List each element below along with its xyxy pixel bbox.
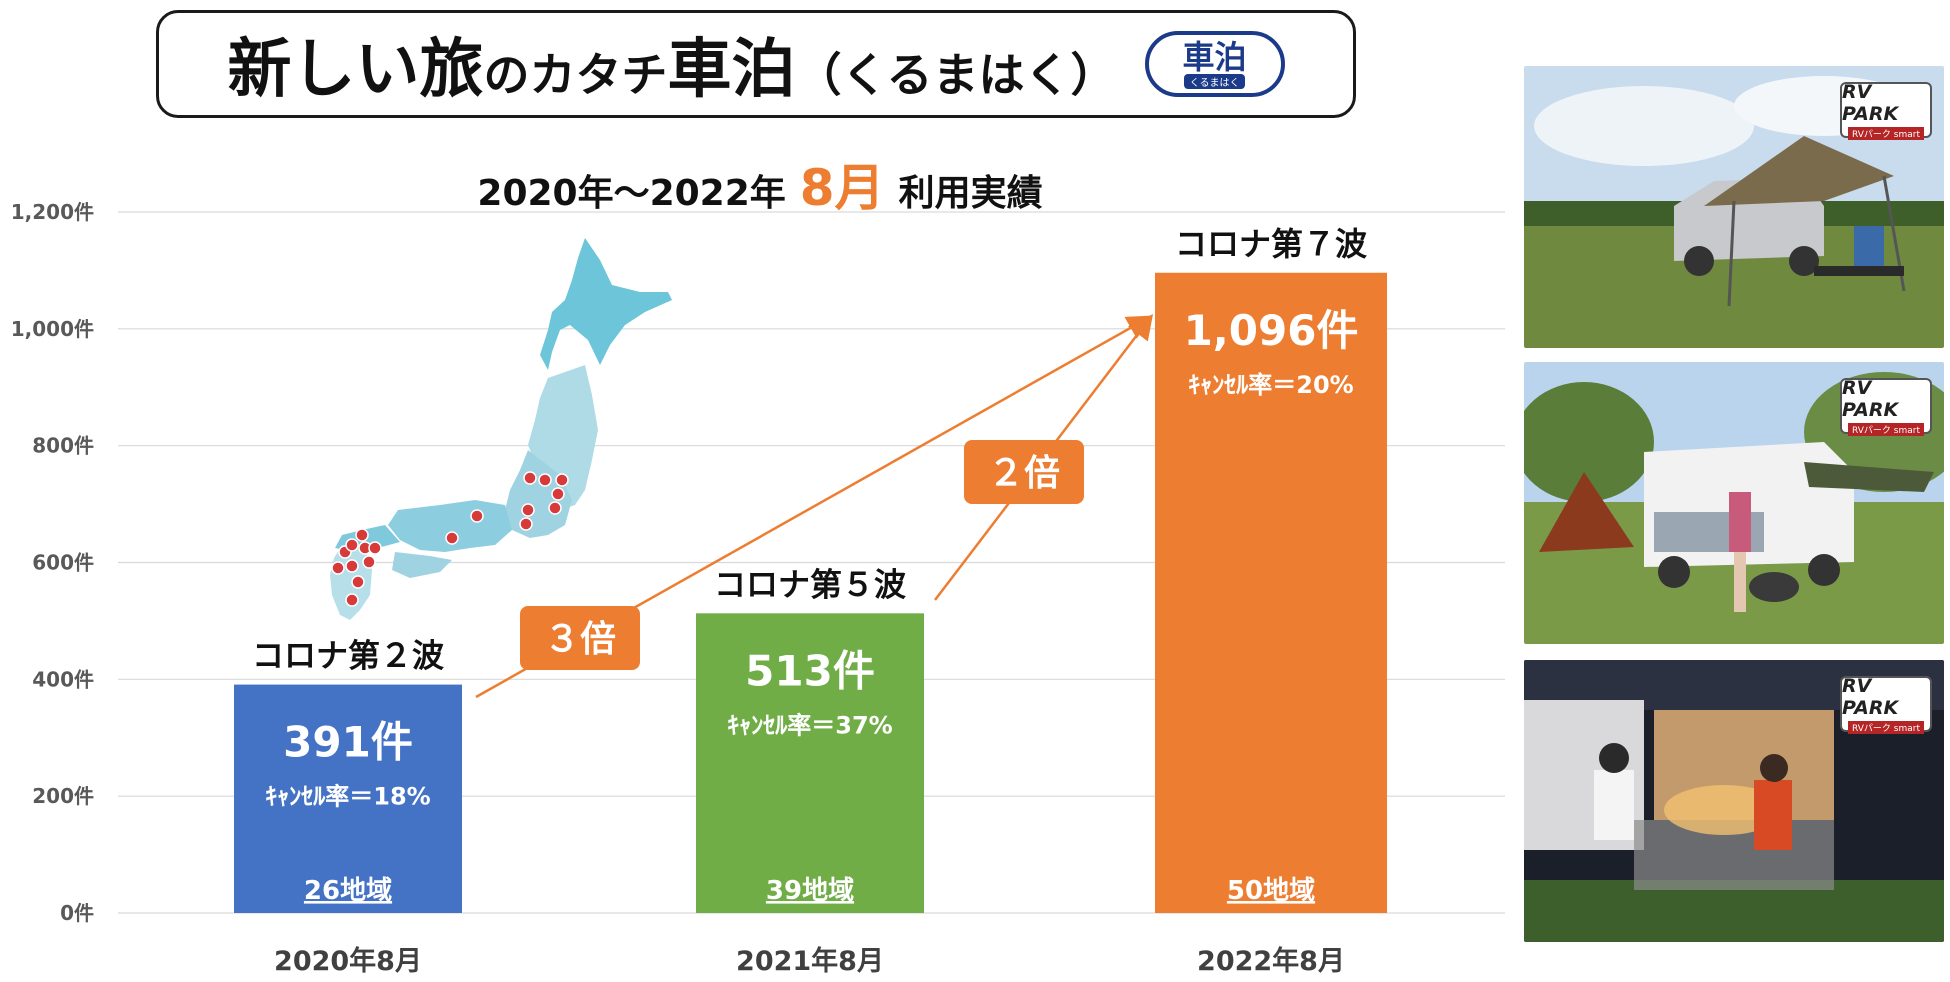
x-tick-label: 2021年8月 bbox=[736, 945, 884, 977]
location-pin bbox=[523, 471, 537, 485]
subtitle-left: 2020年～2022年 bbox=[477, 173, 786, 214]
y-tick-label: 800件 bbox=[32, 434, 94, 458]
multiplier-badge bbox=[964, 440, 1084, 504]
page-title: 新しい旅のカタチ車泊（くるまはく） bbox=[227, 18, 1116, 110]
shikoku-shape bbox=[392, 552, 452, 578]
cancel-rate-label: ｷｬﾝｾﾙ率＝37% bbox=[727, 711, 892, 739]
x-tick-label: 2022年8月 bbox=[1197, 945, 1345, 977]
multiplier-badge bbox=[520, 606, 640, 670]
title-part-4: （くるまはく） bbox=[795, 48, 1117, 102]
bars bbox=[234, 272, 1387, 914]
location-pin bbox=[355, 528, 369, 542]
chart-subtitle: 2020年～2022年 8月 利用実績 bbox=[0, 148, 1520, 220]
location-pin bbox=[362, 555, 376, 569]
rv-park-logo: RV PARK RVパーク smart bbox=[1840, 376, 1932, 436]
location-pin bbox=[521, 503, 535, 517]
region-count-label: 39地域 bbox=[766, 876, 854, 906]
photo-night-dinner-illustration bbox=[1524, 660, 1944, 942]
bar bbox=[234, 684, 462, 913]
cancel-rate-label: ｷｬﾝｾﾙ率＝18% bbox=[265, 783, 430, 811]
growth-arrows: ３倍 ２倍 bbox=[475, 314, 1154, 699]
location-pin bbox=[331, 561, 345, 575]
japan-map-illustration bbox=[330, 238, 672, 620]
multiplier-label: ２倍 bbox=[988, 453, 1060, 494]
region-count-label: 50地域 bbox=[1227, 876, 1315, 906]
location-pins bbox=[331, 471, 569, 607]
rv-logo-sub: RVパーク smart bbox=[1848, 720, 1924, 734]
y-tick-label: 600件 bbox=[32, 551, 94, 575]
title-box: 新しい旅のカタチ車泊（くるまはく） 車泊 くるまはく bbox=[156, 10, 1356, 118]
photo-car-tent: RV PARK RVパーク smart bbox=[1524, 66, 1944, 348]
photo-camper-van: RV PARK RVパーク smart bbox=[1524, 362, 1944, 644]
x-tick-label: 2020年8月 bbox=[274, 945, 422, 977]
y-axis-ticks: 0件 200件 400件 600件 800件 1,000件 1,200件 bbox=[11, 200, 94, 925]
multiplier-label: ３倍 bbox=[544, 619, 616, 660]
bar-value-label: 513件 bbox=[745, 646, 875, 695]
bar-labels: 391件 ｷｬﾝｾﾙ率＝18% 26地域 コロナ第２波 2020年8月 513件 ｷｬﾝｾﾙ… bbox=[252, 225, 1367, 977]
location-pin bbox=[555, 473, 569, 487]
rv-logo-main: RV PARK bbox=[1842, 80, 1899, 125]
bar bbox=[696, 613, 924, 913]
logo-text: 車泊 bbox=[1182, 37, 1247, 76]
rv-park-logo: RV PARK RVパーク smart bbox=[1840, 674, 1932, 734]
wave-label: コロナ第７波 bbox=[1175, 225, 1367, 263]
y-tick-label: 1,000件 bbox=[11, 317, 94, 341]
title-part-2: のカタチ bbox=[483, 48, 668, 102]
photo-night-dinner: RV PARK RVパーク smart bbox=[1524, 660, 1944, 942]
subtitle-accent: 8月 bbox=[799, 159, 885, 217]
photo-camper-van-illustration bbox=[1524, 362, 1944, 644]
kanto-shape bbox=[505, 450, 572, 538]
cancel-rate-label: ｷｬﾝｾﾙ率＝20% bbox=[1188, 371, 1353, 399]
region-count-label: 26地域 bbox=[304, 876, 392, 906]
rv-park-logo: RV PARK RVパーク smart bbox=[1840, 80, 1932, 140]
y-tick-label: 200件 bbox=[32, 784, 94, 808]
y-tick-label: 0件 bbox=[60, 901, 94, 925]
location-pin bbox=[519, 517, 533, 531]
location-pin bbox=[351, 575, 365, 589]
y-tick-label: 400件 bbox=[32, 667, 94, 691]
logo-sub: くるまはく bbox=[1183, 73, 1246, 89]
rv-logo-main: RV PARK bbox=[1842, 674, 1899, 719]
title-part-3: 車泊 bbox=[667, 33, 796, 107]
location-pin bbox=[345, 593, 359, 607]
title-part-1: 新しい旅 bbox=[227, 33, 484, 107]
location-pin bbox=[538, 473, 552, 487]
location-pin bbox=[345, 559, 359, 573]
rv-logo-sub: RVパーク smart bbox=[1848, 126, 1924, 140]
location-pin bbox=[345, 538, 359, 552]
bar-value-label: 1,096件 bbox=[1184, 306, 1359, 355]
rv-logo-main: RV PARK bbox=[1842, 376, 1899, 421]
wave-label: コロナ第２波 bbox=[252, 637, 444, 675]
bar bbox=[1155, 272, 1387, 914]
location-pin bbox=[368, 541, 382, 555]
bar-value-label: 391件 bbox=[283, 718, 413, 767]
location-pin bbox=[470, 509, 484, 523]
rv-logo-sub: RVパーク smart bbox=[1848, 422, 1924, 436]
location-pin bbox=[551, 487, 565, 501]
kurumahaku-logo: 車泊 くるまはく bbox=[1144, 31, 1285, 97]
hokkaido-shape bbox=[540, 238, 672, 370]
subtitle-right: 利用実績 bbox=[898, 173, 1043, 214]
y-tick-label: 1,200件 bbox=[11, 200, 94, 224]
location-pin bbox=[445, 531, 459, 545]
wave-label: コロナ第５波 bbox=[714, 565, 906, 603]
bar-chart: 0件 200件 400件 600件 800件 1,000件 1,200件 bbox=[11, 200, 1505, 977]
location-pin bbox=[548, 501, 562, 515]
